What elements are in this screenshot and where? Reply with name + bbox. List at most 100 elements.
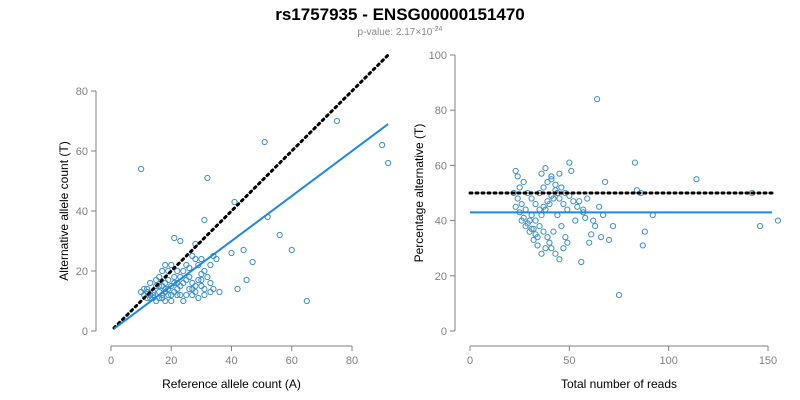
- right-data-point: [550, 195, 557, 202]
- left-data-point: [171, 288, 178, 296]
- left-data-point: [192, 255, 199, 263]
- right-data-point: [540, 184, 547, 191]
- right-data-point: [542, 245, 549, 252]
- right-y-axis-label: Percentage alternative (T): [412, 124, 426, 263]
- right-data-point: [609, 223, 617, 230]
- left-data-point: [288, 246, 295, 254]
- right-data-point: [558, 223, 565, 230]
- left-data-point: [195, 294, 202, 302]
- right-x-tick-label: 150: [759, 355, 777, 367]
- left-data-point: [162, 297, 169, 305]
- right-x-tick-label: 50: [563, 355, 575, 367]
- left-x-tick-label: 40: [225, 355, 237, 367]
- right-data-point: [512, 203, 519, 210]
- left-x-tick-label: 80: [346, 355, 358, 367]
- left-data-point: [138, 288, 145, 296]
- left-data-point: [379, 141, 386, 149]
- left-data-point: [177, 282, 184, 290]
- right-data-point: [774, 217, 782, 224]
- left-data-point: [333, 117, 341, 125]
- right-y-tick-label: 40: [435, 216, 447, 228]
- left-data-point: [144, 285, 151, 293]
- right-data-point: [560, 200, 567, 208]
- left-y-tick-label: 40: [76, 206, 88, 218]
- right-data-point: [524, 220, 531, 227]
- left-data-point: [159, 294, 166, 302]
- right-data-point: [534, 242, 541, 249]
- right-data-point: [584, 195, 591, 202]
- left-y-tick-label: 60: [76, 146, 88, 158]
- right-data-point: [536, 223, 543, 230]
- right-y-tick-label: 60: [435, 160, 447, 172]
- right-data-point: [596, 203, 603, 210]
- right-data-point: [566, 159, 573, 166]
- left-data-point: [216, 288, 223, 296]
- right-data-point: [639, 242, 646, 249]
- right-data-point: [514, 195, 521, 202]
- right-data-point: [544, 178, 551, 186]
- right-data-point: [578, 258, 585, 266]
- right-data-point: [532, 200, 539, 208]
- right-data-point: [598, 234, 605, 241]
- left-data-point: [186, 273, 193, 281]
- left-data-point: [385, 159, 392, 167]
- left-data-point: [189, 279, 196, 287]
- left-reference-line: [112, 53, 390, 330]
- right-x-tick-label: 100: [659, 355, 677, 367]
- right-data-point: [586, 239, 593, 246]
- right-y-tick-label: 20: [435, 271, 447, 283]
- left-y-tick-label: 0: [82, 326, 88, 338]
- left-data-point: [201, 285, 208, 293]
- right-data-point: [516, 184, 523, 191]
- left-x-axis-label: Reference allele count (A): [162, 377, 301, 391]
- left-data-point: [171, 273, 178, 281]
- right-data-point: [693, 176, 700, 183]
- right-data-point: [520, 214, 527, 221]
- left-data-point: [204, 174, 211, 182]
- right-data-point: [574, 203, 581, 210]
- left-data-point: [198, 270, 205, 278]
- left-data-point: [171, 234, 178, 242]
- right-data-point: [605, 236, 613, 244]
- left-data-point: [231, 198, 238, 206]
- left-data-point: [198, 282, 205, 290]
- left-data-point: [207, 279, 214, 287]
- left-data-point: [153, 282, 160, 290]
- left-data-point: [189, 252, 196, 260]
- right-data-point: [528, 225, 535, 232]
- left-data-point: [201, 267, 208, 275]
- left-data-point: [177, 237, 184, 245]
- left-data-point: [228, 249, 235, 257]
- left-data-point: [174, 291, 181, 299]
- left-data-point: [186, 285, 193, 293]
- right-data-point: [562, 234, 569, 241]
- right-data-point: [556, 195, 563, 202]
- left-data-point: [159, 267, 166, 275]
- right-y-tick-label: 100: [429, 50, 447, 62]
- right-data-point: [544, 234, 551, 241]
- right-data-point: [518, 200, 525, 208]
- right-data-point: [552, 250, 559, 257]
- left-data-point: [198, 276, 205, 284]
- right-data-point: [540, 228, 547, 235]
- right-data-point: [592, 223, 599, 230]
- left-data-point: [195, 276, 202, 284]
- left-data-point: [213, 255, 220, 263]
- left-data-point: [147, 279, 154, 287]
- left-x-tick-label: 20: [165, 355, 177, 367]
- right-data-point: [532, 231, 539, 238]
- right-data-point: [631, 159, 638, 166]
- left-data-point: [198, 255, 205, 263]
- left-data-point: [174, 285, 181, 293]
- right-data-point: [548, 245, 555, 252]
- left-data-point: [168, 297, 175, 305]
- right-data-point: [576, 198, 583, 205]
- right-data-point: [556, 170, 563, 177]
- left-data-point: [210, 285, 217, 293]
- right-data-point: [542, 165, 549, 172]
- left-panel: 0 20 40 60 80 0 20 40 60 80 Reference allele count…: [57, 53, 392, 391]
- left-data-point: [162, 279, 169, 287]
- left-data-point: [177, 291, 184, 299]
- right-x-tick-label: 0: [467, 355, 473, 367]
